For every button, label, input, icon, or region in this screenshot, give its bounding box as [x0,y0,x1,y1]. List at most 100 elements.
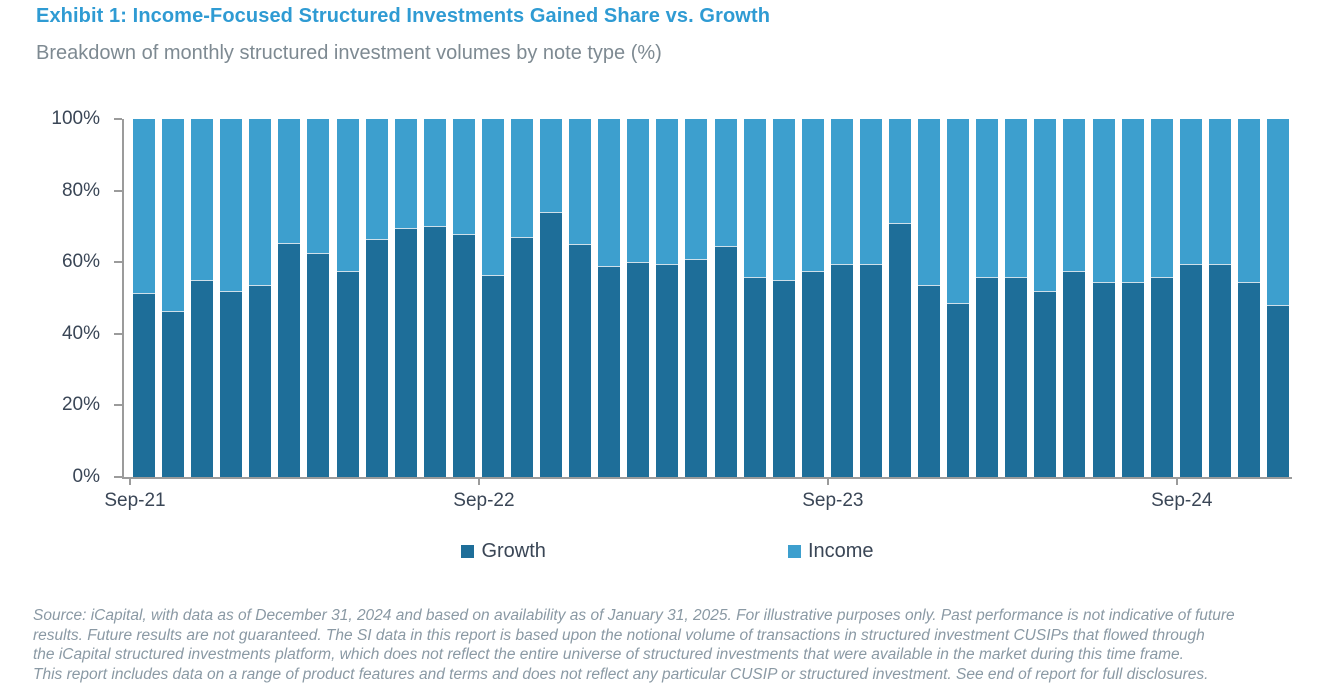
growth-segment [453,233,475,477]
growth-segment [307,253,329,477]
growth-segment [482,274,504,477]
growth-swatch-icon [461,545,475,558]
bar-jan-22 [249,119,271,477]
bar-jun-22 [395,119,417,477]
bar-nov-24 [1238,119,1260,477]
growth-segment [1034,290,1056,477]
bar-jan-24 [947,119,969,477]
source-line: This report includes data on a range of … [33,665,1209,683]
income-segment [715,119,737,247]
bar-dec-24 [1267,119,1289,477]
growth-segment [685,258,707,477]
bar-feb-22 [278,119,300,477]
income-segment [1063,119,1085,272]
x-axis-tick [477,477,480,485]
growth-segment [1005,276,1027,477]
income-swatch-icon [787,545,801,558]
bar-nov-23 [889,119,911,477]
income-segment [918,119,940,286]
income-segment [366,119,388,239]
income-segment [744,119,766,277]
growth-segment [1122,281,1144,477]
growth-segment [1209,263,1231,477]
growth-segment [337,271,359,477]
growth-segment [278,242,300,477]
growth-segment [802,271,824,477]
y-axis-tick [114,189,122,192]
income-segment [1034,119,1056,291]
income-segment [656,119,678,264]
growth-segment [540,212,562,477]
x-axis-label: Sep-22 [453,490,515,511]
source-line: results. Future results are not guarante… [33,626,1205,644]
bar-jun-23 [744,119,766,477]
chart-legend: Growth Income [0,540,1335,563]
income-segment [395,119,417,229]
growth-segment [627,262,649,477]
income-segment [337,119,359,272]
bar-aug-24 [1151,119,1173,477]
income-segment [249,119,271,286]
x-axis-tick [1175,477,1178,485]
bar-sep-21 [133,119,155,477]
bar-apr-24 [1034,119,1056,477]
income-segment [976,119,998,277]
bar-mar-22 [307,119,329,477]
x-axis-tick [129,477,131,485]
income-segment [511,119,533,238]
growth-segment [918,285,940,477]
bar-dec-22 [569,119,591,477]
income-segment [860,119,882,264]
x-axis-label: Sep-23 [802,490,864,511]
bar-aug-23 [802,119,824,477]
bar-mar-23 [656,119,678,477]
growth-segment [656,263,678,477]
growth-segment [976,276,998,477]
income-segment [685,119,707,259]
growth-segment [191,280,213,477]
growth-segment [1093,281,1115,477]
income-segment [278,119,300,243]
exhibit-subtitle: Breakdown of monthly structured investme… [36,42,662,64]
bar-may-23 [715,119,737,477]
x-axis-label: Sep-21 [104,490,166,511]
bar-may-24 [1063,119,1085,477]
growth-segment [511,237,533,477]
bar-aug-22 [453,119,475,477]
y-axis-label: 100% [51,108,100,129]
bar-sep-24 [1180,119,1202,477]
bar-nov-21 [191,119,213,477]
income-segment [1005,119,1027,277]
income-segment [598,119,620,266]
income-segment [1267,119,1289,306]
bar-feb-23 [627,119,649,477]
income-segment [627,119,649,263]
income-segment [133,119,155,293]
y-axis-tick [114,404,122,407]
income-segment [540,119,562,213]
x-axis-line [122,477,1292,479]
exhibit-title: Exhibit 1: Income-Focused Structured Inv… [36,5,771,27]
bar-feb-24 [976,119,998,477]
income-segment [1122,119,1144,282]
y-axis-label: 20% [61,394,100,416]
y-axis-tick [114,476,122,478]
legend-label: Income [807,540,874,562]
growth-segment [1151,276,1173,477]
x-axis-tick [826,477,829,485]
y-axis-label: 0% [72,466,100,487]
growth-segment [947,303,969,477]
growth-segment [715,246,737,477]
source-line: the iCapital structured investments plat… [33,646,1184,663]
y-axis-label: 80% [61,179,100,201]
source-line: Source: iCapital, with data as of Decemb… [33,607,1235,624]
y-axis-tick [114,332,122,335]
income-segment [569,119,591,245]
bar-jul-24 [1122,119,1144,477]
growth-segment [133,292,155,477]
income-segment [889,119,911,223]
income-segment [191,119,213,281]
growth-segment [162,310,184,477]
growth-segment [889,222,911,477]
bar-jan-23 [598,119,620,477]
